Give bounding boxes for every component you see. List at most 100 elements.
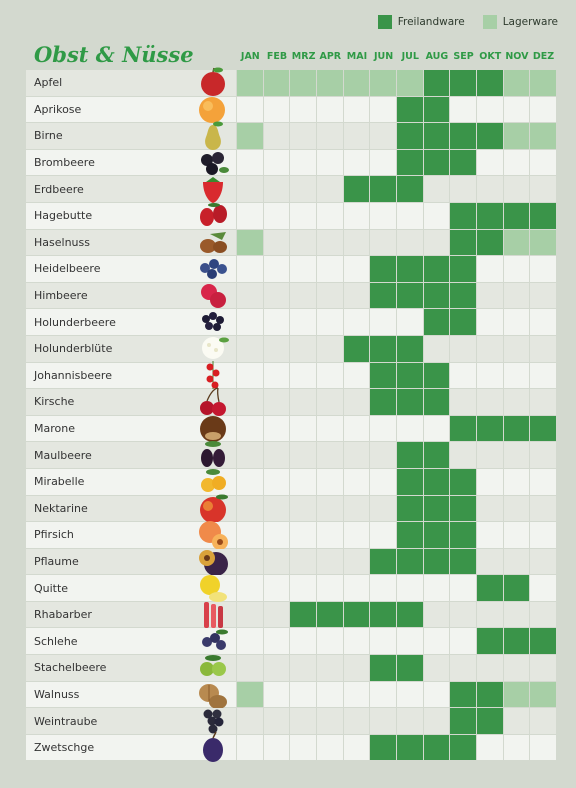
fruit-name: Maulbeere [34,448,92,462]
raspberry-icon [196,279,230,311]
fruit-name-cell: Aprikose [26,96,236,123]
month-cell-aug [423,415,450,442]
month-cell-jan [237,522,263,548]
fruit-name: Pflaume [34,554,79,568]
fruit-name-cell: Nektarine [26,494,236,523]
fruit-name: Johannisbeere [34,368,112,382]
fruit-name: Weintraube [34,714,98,728]
month-cell-mai [343,335,370,362]
month-cell-nov [503,123,530,149]
month-cell-feb [263,628,290,655]
month-cell-sep [450,415,476,442]
month-cell-feb [263,123,290,149]
peach-icon [196,518,230,551]
month-cell-mrz [290,256,316,282]
month-cell-feb [263,96,290,123]
month-cells [237,734,557,762]
table-row: Holunderblüte [26,335,557,363]
month-cell-mai [343,389,370,415]
blueberry-icon [196,252,230,284]
fruit-name: Hagebutte [34,209,93,223]
month-cell-mrz [290,362,316,389]
month-cells [237,176,557,203]
lager-swatch [482,15,497,29]
legend-lager: Lagerware [482,15,558,29]
month-cell-aug [423,442,450,468]
month-cell-feb [263,309,290,335]
month-cell-aug [423,389,450,415]
month-cell-apr [316,442,343,468]
table-row: Pflaume [26,548,557,576]
month-cell-mai [343,575,370,601]
page-title: Obst & Nüsse [34,42,194,67]
month-cell-mai [343,362,370,389]
fruit-name: Rhabarber [34,608,92,622]
month-cell-apr [316,149,343,176]
month-cell-sep [450,655,476,681]
month-cell-nov [503,202,530,229]
month-cell-jul [396,335,423,362]
month-mrz: MRZ [291,51,316,62]
month-cell-jan [237,548,263,575]
blackberry-icon [196,146,230,178]
month-cell-okt [476,362,503,389]
month-cell-dez [530,708,556,734]
month-cell-apr [316,335,343,362]
month-cell-jun [370,468,396,495]
month-nov: NOV [505,51,529,62]
month-cell-dez [530,123,556,149]
fruit-name-cell: Apfel [26,67,236,96]
month-cell-jan [237,176,263,202]
month-cell-jul [396,575,423,601]
month-cell-jan [237,495,263,522]
month-cell-dez [530,70,556,96]
table-row: Erdbeere [26,176,557,204]
month-cell-jul [396,229,423,256]
month-cell-mai [343,708,370,734]
fruit-name: Stachelbeere [34,661,107,675]
month-cell-aug [423,256,450,282]
month-cell-jul [396,309,423,335]
month-cell-jun [370,681,396,708]
month-cell-nov [503,149,530,176]
month-cell-apr [316,70,343,96]
month-cell-nov [503,309,530,335]
grape-icon [196,704,230,736]
month-cell-nov [503,229,530,256]
fruit-name-cell: Schlehe [26,628,236,655]
month-cell-jun [370,734,396,761]
month-cell-aug [423,282,450,309]
month-cell-aug [423,628,450,655]
month-cell-mai [343,655,370,681]
month-cell-nov [503,415,530,442]
month-cell-mai [343,522,370,548]
month-cell-jul [396,70,423,96]
table-row: Nektarine [26,494,557,523]
month-cell-sep [450,389,476,415]
month-cell-jun [370,548,396,575]
table-row: Holunderbeere [26,309,557,336]
month-cell-sep [450,123,476,149]
month-cell-feb [263,495,290,522]
month-cell-mai [343,442,370,468]
month-mai: MAI [346,51,368,62]
fruit-name-cell: Pflaume [26,548,236,576]
month-cell-aug [423,468,450,495]
month-cell-mrz [290,229,316,256]
month-cell-okt [476,522,503,548]
month-cell-aug [423,176,450,202]
month-cell-apr [316,389,343,415]
month-cell-jun [370,96,396,123]
month-cell-jan [237,655,263,681]
month-cell-okt [476,601,503,628]
apricot-icon [196,93,230,125]
month-cell-jul [396,123,423,149]
month-cell-mrz [290,149,316,176]
month-cells [237,362,557,390]
fruit-name-cell: Zwetschge [26,731,236,762]
month-cell-jul [396,655,423,681]
month-cell-jul [396,548,423,575]
rhubarb-icon [196,598,230,630]
month-cell-sep [450,575,476,601]
month-cell-okt [476,70,503,96]
